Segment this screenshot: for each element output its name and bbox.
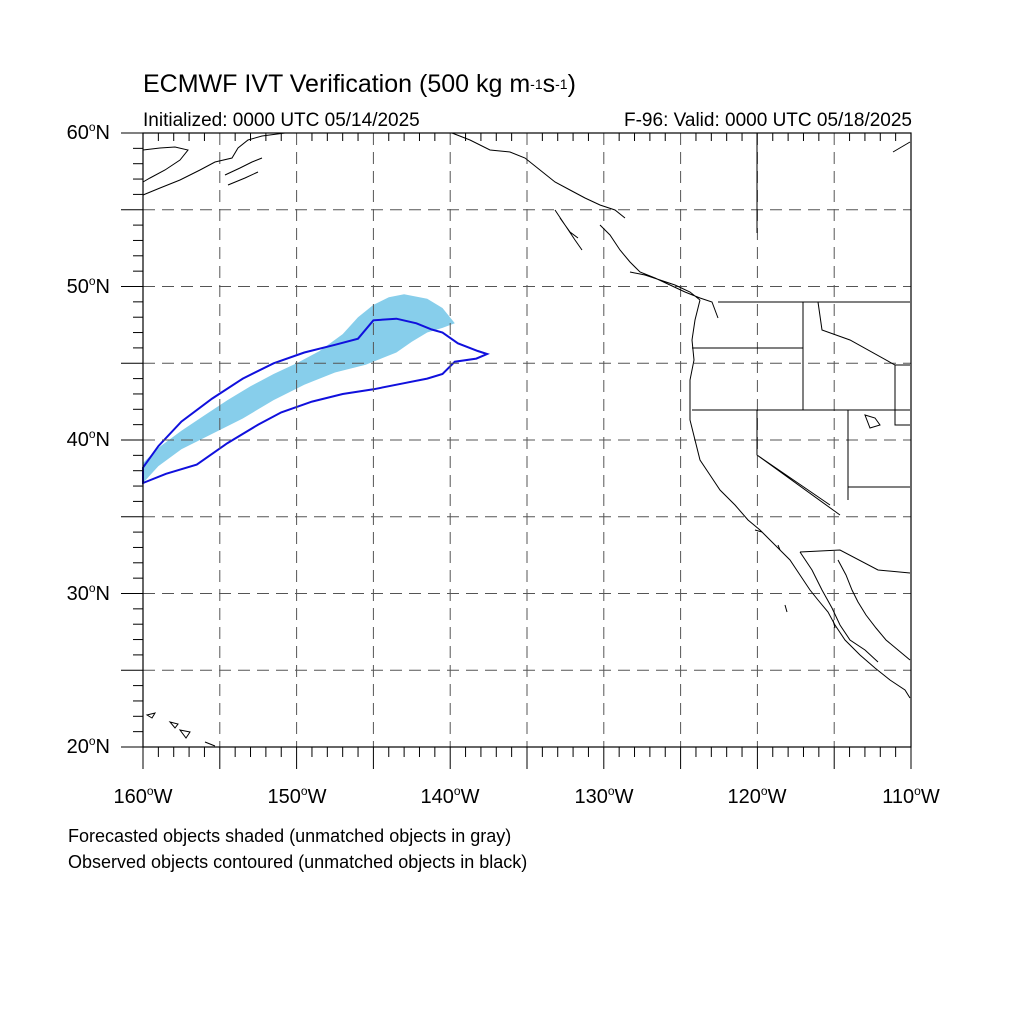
legend-forecast-caption: Forecasted objects shaded (unmatched obj… xyxy=(68,826,512,846)
axis-ticks xyxy=(121,132,912,769)
legend-observed-caption: Observed objects contoured (unmatched ob… xyxy=(68,852,528,872)
lon-label-120w: 120oW xyxy=(727,784,787,808)
lat-label-40: 40oN xyxy=(66,427,110,451)
lat-label-20: 20oN xyxy=(66,734,110,758)
lon-label-160w: 160oW xyxy=(113,784,173,808)
observed-ivt-contour xyxy=(142,317,490,485)
ivt-objects xyxy=(142,294,490,485)
forecast-ivt-object xyxy=(143,294,455,483)
valid-time-label: F-96: Valid: 0000 UTC 05/18/2025 xyxy=(624,110,912,131)
bc-coastline xyxy=(554,209,719,319)
east-border-segment xyxy=(892,141,911,153)
small-islands xyxy=(754,414,881,629)
coastlines-and-borders xyxy=(142,132,911,747)
state-borders xyxy=(692,133,911,574)
us-west-coastline xyxy=(689,299,911,699)
lat-label-50: 50oN xyxy=(66,274,110,298)
initialized-label: Initialized: 0000 UTC 05/14/2025 xyxy=(143,110,420,131)
map-title: ECMWF IVT Verification (500 kg m-1s-1) xyxy=(143,70,576,98)
lat-label-30: 30oN xyxy=(66,581,110,605)
alaska-coastline xyxy=(142,132,626,219)
hawaii-islands xyxy=(145,712,216,747)
lon-label-110w: 110oW xyxy=(882,784,940,808)
lon-label-150w: 150oW xyxy=(267,784,327,808)
baja-coastline xyxy=(799,551,911,663)
lon-label-140w: 140oW xyxy=(420,784,480,808)
lat-label-60: 60oN xyxy=(66,120,110,144)
lon-label-130w: 130oW xyxy=(574,784,634,808)
lat-lon-grid xyxy=(143,133,911,747)
